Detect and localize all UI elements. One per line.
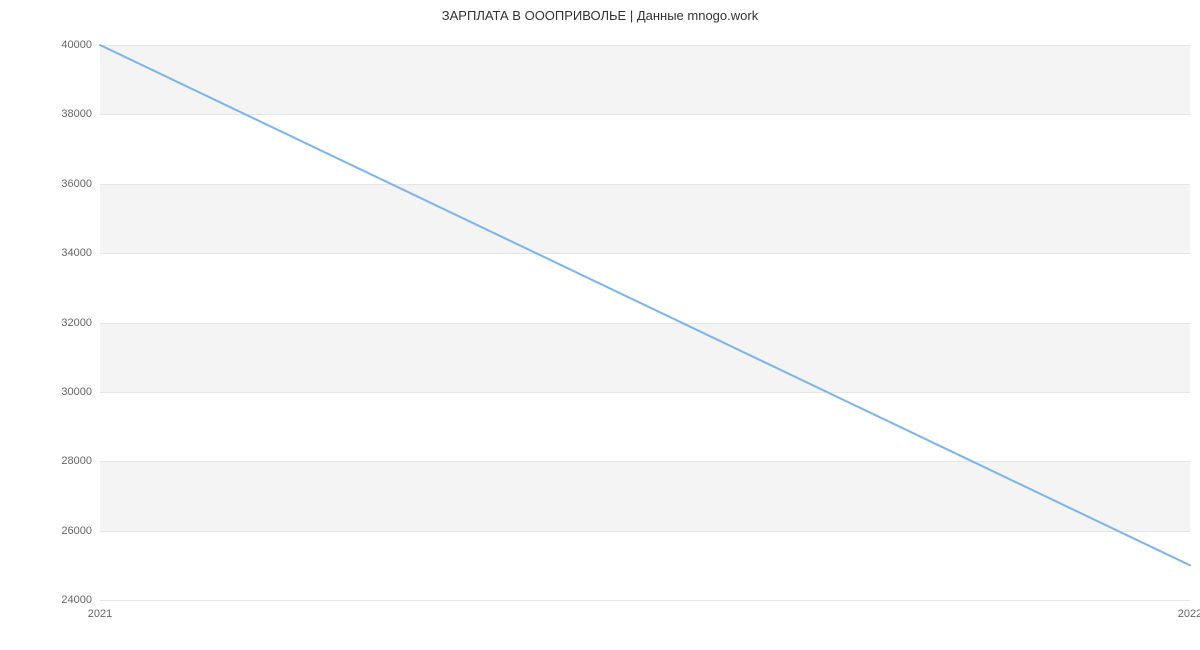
- y-axis-label: 38000: [61, 108, 92, 120]
- y-axis-label: 32000: [61, 317, 92, 329]
- y-axis-label: 34000: [61, 247, 92, 259]
- y-axis-label: 30000: [61, 386, 92, 398]
- y-axis-label: 28000: [61, 455, 92, 467]
- series-layer: [100, 45, 1190, 600]
- plot-area: 2400026000280003000032000340003600038000…: [100, 45, 1190, 600]
- chart-container: ЗАРПЛАТА В ОООПРИВОЛЬЕ | Данные mnogo.wo…: [0, 0, 1200, 650]
- y-gridline: [100, 600, 1190, 601]
- series-line-salary: [100, 45, 1190, 565]
- x-axis-label: 2022: [1178, 608, 1200, 620]
- chart-title: ЗАРПЛАТА В ОООПРИВОЛЬЕ | Данные mnogo.wo…: [0, 8, 1200, 23]
- y-axis-label: 24000: [61, 594, 92, 606]
- y-axis-label: 40000: [61, 39, 92, 51]
- y-axis-label: 26000: [61, 525, 92, 537]
- y-axis-label: 36000: [61, 178, 92, 190]
- x-axis-label: 2021: [88, 608, 112, 620]
